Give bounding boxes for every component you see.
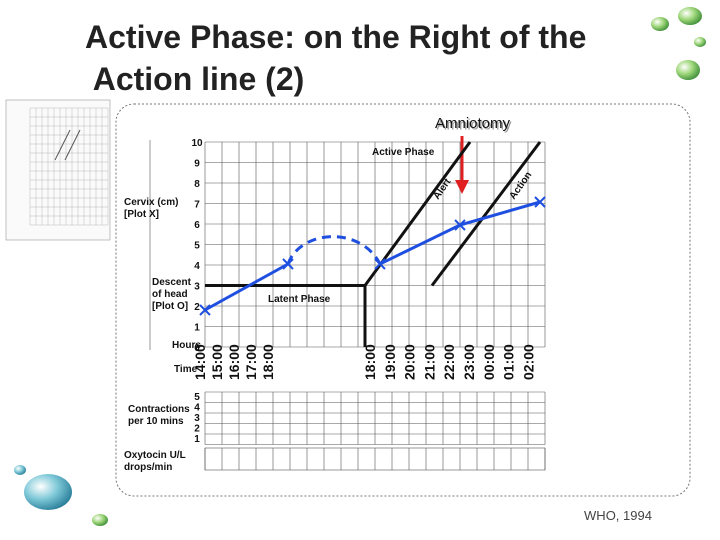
title-line: Active Phase: on the Right of the	[85, 19, 586, 55]
action-line	[430, 141, 542, 287]
progress-point	[374, 258, 386, 270]
time-label: 16:00	[226, 344, 242, 380]
time-label: 22:00	[441, 344, 457, 380]
chart-frame	[115, 103, 691, 497]
time-label: 18:00	[362, 344, 378, 380]
time-label: 00:00	[481, 344, 497, 380]
time-label: 17:00	[243, 344, 259, 380]
time-label: Time	[174, 364, 198, 375]
cervix-label: [Plot X]	[124, 209, 159, 220]
cervix-scale-label: 2	[194, 302, 200, 313]
cervix-scale-label: 5	[194, 241, 200, 252]
title-line: Action line (2)	[85, 61, 304, 97]
contractions-label: Contractions	[128, 404, 190, 415]
cervix-scale-label: 10	[191, 138, 203, 149]
grid	[149, 140, 546, 470]
cervix-scale-label: 8	[194, 179, 200, 190]
contractions-scale-label: 3	[194, 413, 200, 424]
progress-point	[454, 219, 466, 231]
contractions-label: per 10 mins	[128, 416, 184, 427]
time-label: 15:00	[209, 344, 225, 380]
oxytocin-label: Oxytocin U/L	[124, 450, 186, 461]
oxytocin-label: drops/min	[124, 462, 172, 473]
hours-label: Hours	[172, 340, 201, 351]
descent-label: Descent	[152, 277, 192, 288]
contractions-scale-label: 4	[194, 403, 200, 414]
cervix-scale-label: 7	[194, 200, 200, 211]
time-label: 21:00	[421, 344, 437, 380]
contractions-scale-label: 1	[194, 434, 200, 445]
contractions-scale-label: 5	[194, 392, 200, 403]
annotation-shadow: Amniotomy	[437, 117, 513, 134]
cervix-label: Cervix (cm)	[124, 197, 178, 208]
oxytocin-row	[204, 447, 546, 471]
time-label: 20:00	[402, 344, 418, 380]
cervix-scale-label: 3	[194, 282, 200, 293]
cervix-scale-label: 0	[194, 343, 200, 354]
source: WHO, 1994	[584, 508, 652, 523]
latent-phase-label: Latent Phase	[268, 294, 331, 305]
thumbnail	[5, 99, 111, 241]
time-label: 02:00	[520, 344, 536, 380]
active-phase-label: Active Phase	[372, 147, 435, 158]
time-label: 23:00	[461, 344, 477, 380]
descent-label: of head	[152, 289, 188, 300]
progress-line	[204, 262, 289, 312]
contractions-scale-label: 2	[194, 424, 200, 435]
cervix-scale-label: 1	[194, 323, 200, 334]
time-label: 19:00	[382, 344, 398, 380]
time-label: 18:00	[260, 344, 276, 380]
decoration	[14, 7, 706, 526]
descent-label: [Plot O]	[152, 301, 188, 312]
time-label: 14:00	[192, 344, 208, 380]
cervix-scale-label: 9	[194, 159, 200, 170]
annotation: Amniotomy	[435, 115, 511, 132]
cervix-scale-label: 4	[194, 261, 200, 272]
progress-point	[534, 196, 546, 208]
cervix-scale-label: 6	[194, 220, 200, 231]
progress-point	[282, 258, 294, 270]
time-label: 01:00	[501, 344, 517, 380]
progress-point	[199, 304, 211, 316]
annotation-arrowhead	[455, 180, 469, 194]
